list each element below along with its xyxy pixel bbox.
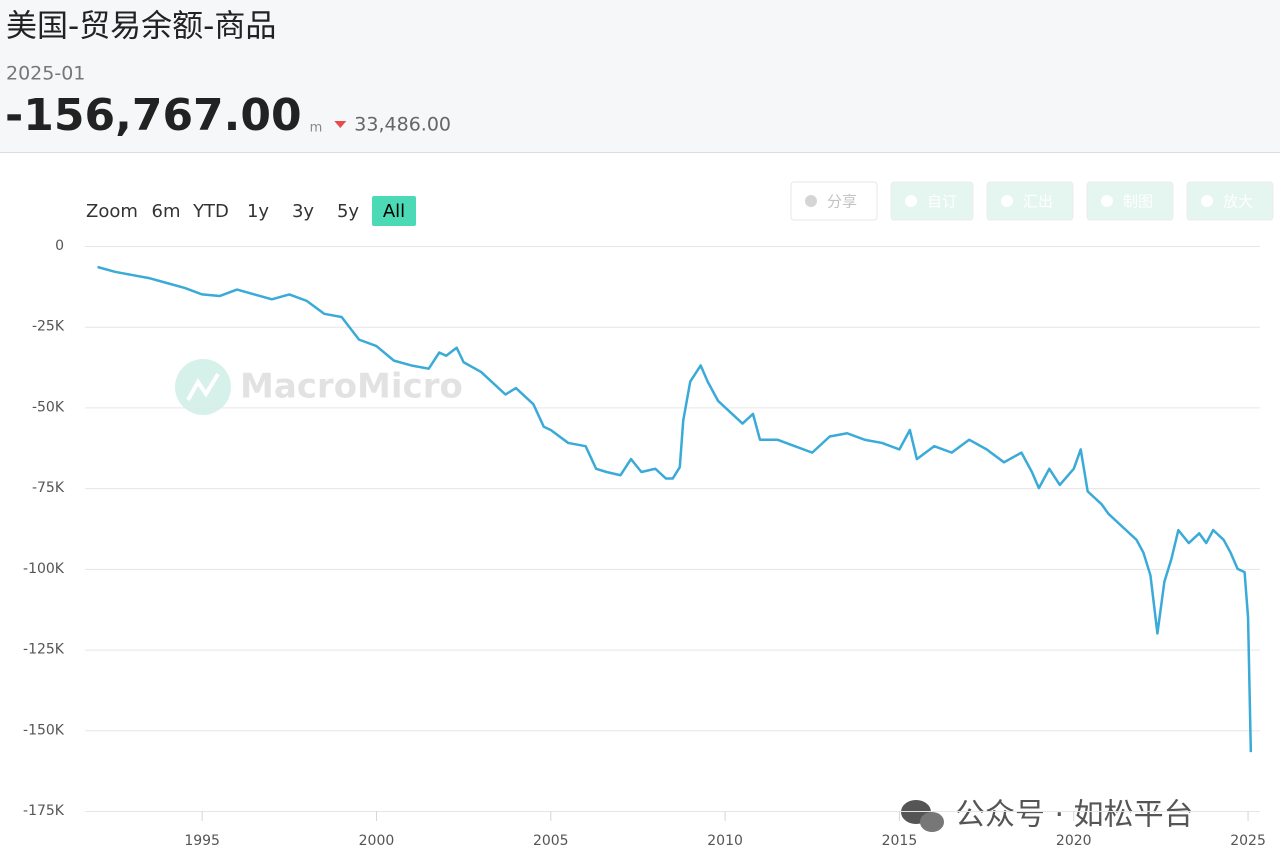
y-tick-label: -125K [23, 642, 65, 658]
y-tick-label: -50K [32, 399, 65, 415]
data-line [97, 265, 1253, 753]
x-tick-label: 1995 [184, 833, 220, 849]
x-tick-label: 2010 [707, 833, 743, 849]
wechat-icon [920, 812, 944, 832]
logo-watermark: MacroMicro [175, 359, 463, 415]
action-icon [805, 195, 817, 207]
y-tick-label: 0 [55, 238, 64, 254]
range-button[interactable]: YTD [192, 201, 229, 222]
header-background [0, 0, 1280, 152]
wechat-watermark: 公众号 · 如松平台 [901, 798, 1194, 833]
action-button[interactable]: 汇出 [986, 181, 1074, 221]
latest-value: -156,767.00 [5, 90, 302, 141]
y-tick-label: -25K [32, 319, 65, 335]
range-button[interactable]: 5y [337, 201, 359, 222]
zoom-label: Zoom [86, 201, 138, 222]
action-button[interactable]: 放大 [1186, 181, 1274, 221]
logo-circle [175, 359, 231, 415]
x-tick-label: 2000 [359, 833, 395, 849]
x-tick-label: 2005 [533, 833, 569, 849]
range-button[interactable]: 6m [152, 201, 181, 222]
down-arrow [334, 121, 347, 128]
action-icon [905, 195, 917, 207]
y-tick-label: -175K [23, 803, 65, 819]
action-button-bg [790, 181, 878, 221]
action-button-bg [890, 181, 974, 221]
action-button[interactable]: 自订 [890, 181, 974, 221]
action-label: 自订 [927, 193, 957, 211]
page-title: 美国-贸易余额-商品 [6, 9, 276, 45]
action-button[interactable]: 分享 [790, 181, 878, 221]
y-tick-label: -150K [23, 722, 65, 738]
range-button-bg[interactable] [372, 196, 416, 226]
x-tick-label: 2020 [1056, 833, 1092, 849]
action-label: 制图 [1123, 193, 1153, 211]
action-icon [1201, 195, 1213, 207]
range-button[interactable]: All [383, 201, 405, 222]
action-icon [1101, 195, 1113, 207]
range-button[interactable]: 3y [292, 201, 314, 222]
watermark-text: MacroMicro [240, 367, 463, 407]
range-button[interactable]: 1y [247, 201, 269, 222]
action-label: 放大 [1223, 193, 1253, 211]
x-tick-label: 2015 [882, 833, 918, 849]
action-button[interactable]: 制图 [1086, 181, 1174, 221]
action-label: 汇出 [1023, 193, 1053, 211]
action-icon [1001, 195, 1013, 207]
unit: m [310, 121, 323, 136]
action-button-bg [1086, 181, 1174, 221]
date: 2025-01 [6, 63, 85, 85]
action-button-bg [1186, 181, 1274, 221]
action-button-bg [986, 181, 1074, 221]
watermark-text: 公众号 · 如松平台 [955, 798, 1194, 833]
y-tick-label: -75K [32, 480, 65, 496]
logo-icon [186, 372, 220, 401]
action-label: 分享 [827, 193, 857, 211]
y-tick-label: -100K [23, 561, 65, 577]
change: 33,486.00 [354, 114, 451, 136]
x-tick-label: 2025 [1230, 833, 1266, 849]
